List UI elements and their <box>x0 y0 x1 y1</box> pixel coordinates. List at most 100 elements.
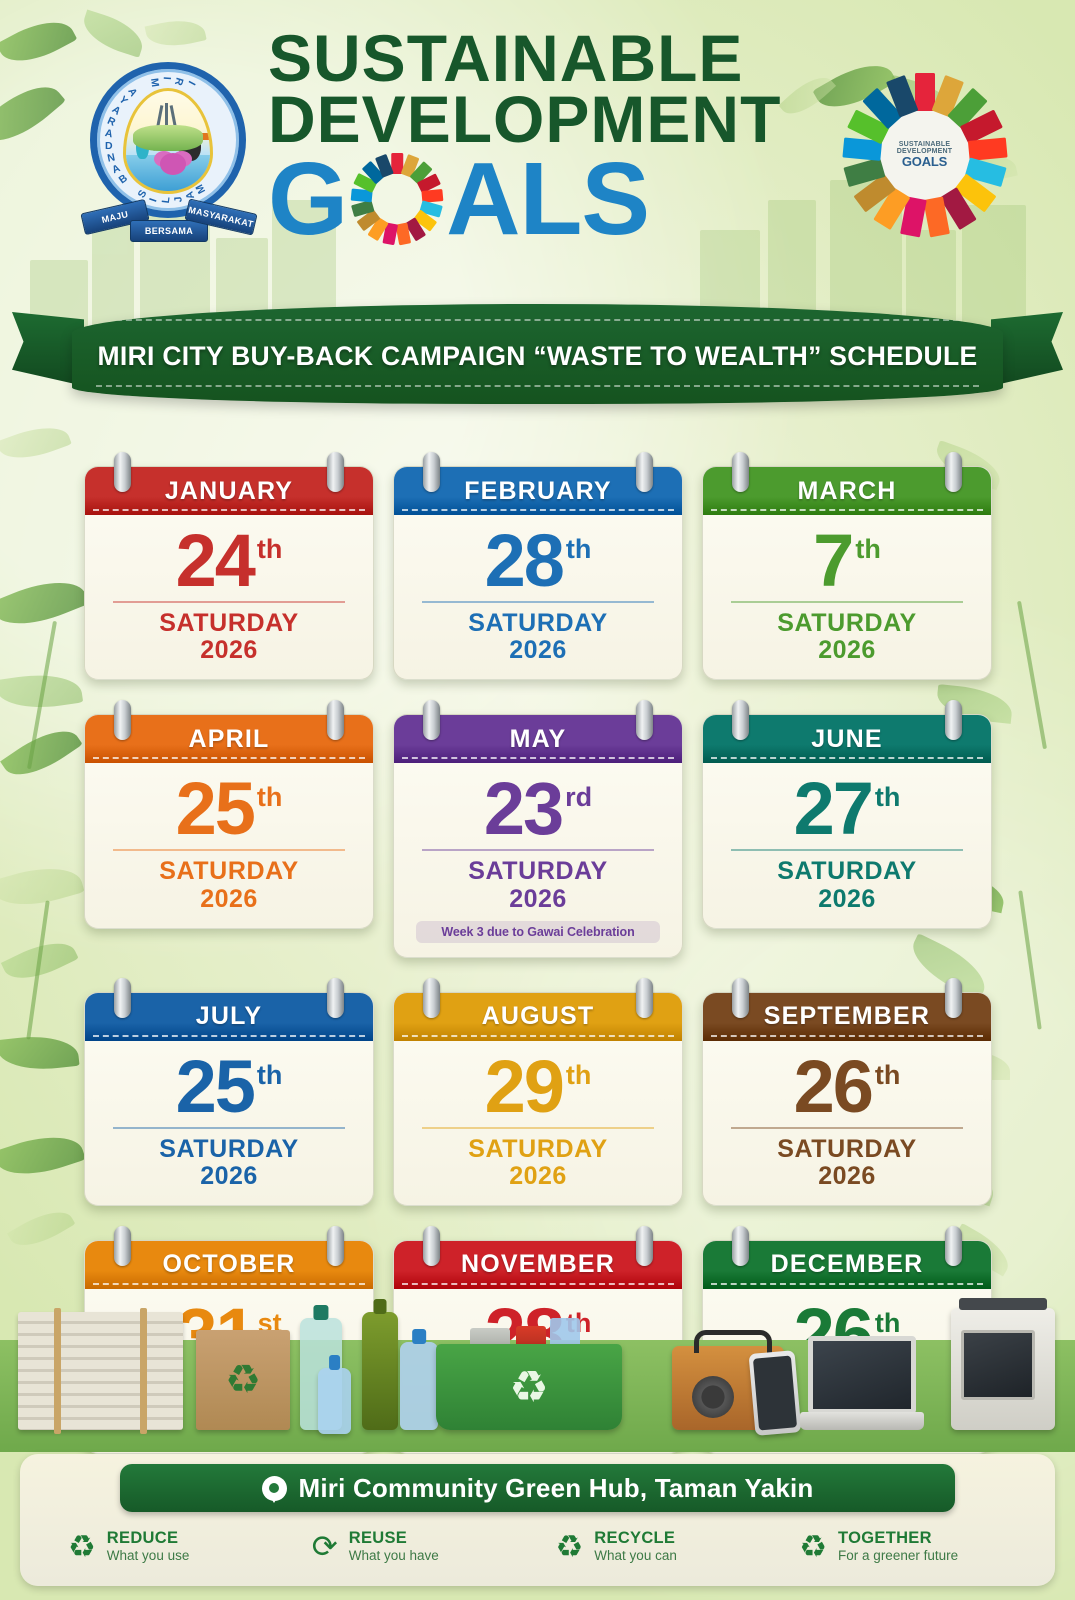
sdg-color-wheel-icon <box>350 153 443 246</box>
calendar-divider <box>731 601 963 604</box>
calendar-year-label: 2026 <box>818 884 876 913</box>
calendar-day-suffix: th <box>874 782 901 813</box>
goals-letters-als: ALS <box>446 140 650 256</box>
laptop-computer <box>800 1334 924 1430</box>
calendar-card-header: APRIL <box>85 715 373 764</box>
calendar-year-label: 2026 <box>509 636 567 665</box>
calendar-weekday-label: SATURDAY <box>777 1134 917 1163</box>
calendar-day-number: 25 <box>175 767 256 851</box>
footer-r-sub: For a greener future <box>838 1548 959 1563</box>
calendar-day-number: 25 <box>175 1044 256 1128</box>
plastic-bottle-small <box>318 1368 351 1434</box>
calendar-card-header: JULY <box>85 992 373 1041</box>
microwave-oven <box>951 1298 1055 1430</box>
calendar-weekday-label: SATURDAY <box>777 857 917 886</box>
calendar-year-label: 2026 <box>200 636 258 665</box>
banner-text: MIRI CITY BUY-BACK CAMPAIGN “WASTE TO WE… <box>97 340 978 371</box>
calendar-year-label: 2026 <box>818 1161 876 1190</box>
calendar-day-suffix: th <box>565 1059 592 1090</box>
calendar-card-header: AUGUST <box>394 992 682 1041</box>
calendar-divider <box>731 1126 963 1129</box>
calendar-note: Week 3 due to Gawai Celebration <box>416 920 660 943</box>
cardboard-box-with-recycle-icon: ♻ <box>196 1330 290 1430</box>
calendar-day-number: 29 <box>484 1044 565 1128</box>
footer-r-item: ♻ REDUCE What you use <box>50 1529 294 1563</box>
crest-motto-center: BERSAMA <box>130 220 208 242</box>
footer-r-sub: What you can <box>594 1548 677 1563</box>
calendar-month-label: MAY <box>509 724 567 753</box>
calendar-month-label: OCTOBER <box>162 1250 296 1279</box>
newspaper-stack <box>18 1308 183 1434</box>
calendar-year-label: 2026 <box>200 1161 258 1190</box>
calendar-divider <box>422 1126 654 1129</box>
recyclables-illustration: ♻ ♻ <box>0 1267 1075 1452</box>
campaign-banner: MIRI CITY BUY-BACK CAMPAIGN “WASTE TO WE… <box>0 296 1075 428</box>
calendar-year-label: 2026 <box>509 884 567 913</box>
calendar-year-label: 2026 <box>200 884 258 913</box>
calendar-card-header: DECEMBER <box>703 1240 991 1289</box>
calendar-day-suffix: th <box>256 1059 283 1090</box>
calendar-month-label: SEPTEMBER <box>763 1002 931 1031</box>
calendar-card-header: FEBRUARY <box>394 467 682 515</box>
reuse-arrows-icon: ⟳ <box>311 1528 338 1564</box>
calendar-weekday-label: SATURDAY <box>159 857 299 886</box>
poster-title-block: SUSTAINABLE DEVELOPMENT G ALS <box>268 25 808 256</box>
calendar-card-header: JUNE <box>703 715 991 764</box>
calendar-day-suffix: th <box>256 782 283 813</box>
footer-r-item: ♻ TOGETHER For a greener future <box>781 1529 1025 1563</box>
calendar-day-suffix: rd <box>565 782 593 813</box>
crest-emblem <box>123 88 213 194</box>
footer-panel: Miri Community Green Hub, Taman Yakin ♻ R… <box>20 1454 1055 1586</box>
calendar-divider <box>113 1126 345 1129</box>
calendar-month-label: JUNE <box>811 724 883 753</box>
footer-r-title: RECYCLE <box>594 1529 676 1547</box>
calendar-day-number: 27 <box>793 767 874 851</box>
calendar-month-label: FEBRUARY <box>464 476 612 505</box>
calendar-day-suffix: th <box>565 534 592 564</box>
footer-r-title: REUSE <box>348 1529 408 1547</box>
calendar-month-label: AUGUST <box>481 1002 595 1031</box>
calendar-card-header: MAY <box>394 715 682 764</box>
location-banner: Miri Community Green Hub, Taman Yakin <box>120 1464 955 1512</box>
calendar-divider <box>113 601 345 604</box>
calendar-day-suffix: th <box>256 534 283 564</box>
goals-letter-g: G <box>268 140 348 256</box>
calendar-divider <box>731 849 963 852</box>
footer-r-text: RECYCLE What you can <box>594 1529 677 1563</box>
calendar-day-number: 24 <box>175 519 256 602</box>
calendar-day-number: 7 <box>813 519 854 602</box>
calendar-month-label: MARCH <box>797 476 897 505</box>
